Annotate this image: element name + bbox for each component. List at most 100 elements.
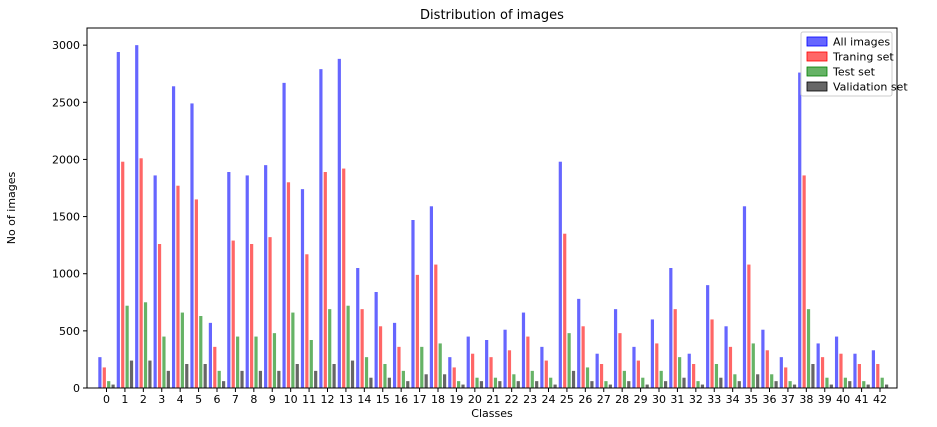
bar-traning-set-class-5: [194, 199, 198, 388]
bar-all-images-class-5: [190, 103, 194, 389]
x-tick-label: 41: [855, 393, 869, 406]
bar-traning-set-class-0: [102, 367, 106, 388]
bar-all-images-class-38: [798, 72, 802, 388]
bar-all-images-class-36: [761, 329, 765, 388]
bar-validation-set-class-19: [461, 384, 465, 388]
legend-swatch: [806, 36, 828, 47]
bar-traning-set-class-27: [599, 364, 604, 388]
bar-all-images-class-24: [540, 346, 544, 388]
bar-traning-set-class-23: [526, 336, 530, 388]
legend-swatch: [806, 81, 828, 92]
x-tick-label: 33: [707, 393, 721, 406]
bar-all-images-class-33: [706, 285, 710, 388]
bar-traning-set-class-19: [452, 367, 456, 388]
x-tick-label: 22: [505, 393, 519, 406]
bar-validation-set-class-27: [608, 384, 612, 388]
bar-test-set-class-30: [659, 370, 663, 388]
x-tick-label: 34: [726, 393, 740, 406]
bar-traning-set-class-11: [305, 254, 309, 388]
legend-swatch: [806, 66, 828, 77]
bar-test-set-class-41: [862, 381, 866, 388]
bar-test-set-class-11: [309, 340, 313, 388]
bar-validation-set-class-13: [350, 360, 355, 388]
bar-test-set-class-18: [438, 343, 442, 388]
bar-traning-set-class-15: [378, 326, 383, 388]
bar-test-set-class-7: [236, 336, 240, 388]
x-tick-label: 24: [542, 393, 556, 406]
legend-label: All images: [833, 36, 890, 49]
bar-validation-set-class-7: [240, 370, 244, 388]
bar-traning-set-class-12: [323, 172, 327, 388]
bar-test-set-class-17: [420, 346, 424, 388]
bar-traning-set-class-3: [157, 244, 162, 388]
bar-test-set-class-15: [383, 364, 387, 388]
bar-validation-set-class-6: [222, 381, 226, 388]
bar-all-images-class-13: [337, 58, 341, 389]
bar-traning-set-class-21: [489, 357, 493, 388]
x-tick-label: 8: [250, 393, 257, 406]
bar-validation-set-class-16: [406, 381, 410, 388]
bar-test-set-class-27: [604, 381, 608, 388]
bar-validation-set-class-4: [185, 364, 189, 388]
bar-all-images-class-19: [448, 357, 452, 388]
bar-traning-set-class-8: [250, 244, 254, 388]
x-tick-label: 2: [140, 393, 147, 406]
legend-label: Traning set: [832, 51, 894, 64]
bar-test-set-class-33: [714, 364, 719, 388]
bar-all-images-class-35: [742, 206, 747, 388]
bar-test-set-class-6: [217, 370, 221, 388]
y-tick-label: 500: [59, 325, 80, 338]
bar-traning-set-class-29: [636, 360, 640, 388]
x-tick-label: 3: [158, 393, 165, 406]
bar-traning-set-class-37: [784, 367, 788, 388]
x-tick-label: 1: [121, 393, 128, 406]
bar-all-images-class-20: [466, 336, 470, 388]
bar-traning-set-class-18: [434, 264, 438, 388]
bar-traning-set-class-25: [563, 233, 567, 388]
bar-test-set-class-4: [180, 312, 184, 388]
bar-validation-set-class-21: [498, 381, 502, 388]
chart-title: Distribution of images: [420, 8, 564, 23]
bar-all-images-class-22: [503, 329, 507, 388]
bar-traning-set-class-7: [231, 240, 235, 388]
bar-validation-set-class-20: [479, 381, 484, 388]
bar-test-set-class-2: [143, 302, 148, 388]
bar-all-images-class-21: [485, 340, 489, 388]
bar-traning-set-class-13: [342, 168, 346, 388]
x-tick-label: 23: [523, 393, 537, 406]
bar-validation-set-class-30: [664, 381, 668, 388]
bar-test-set-class-21: [493, 377, 498, 388]
bar-validation-set-class-32: [700, 384, 705, 388]
x-tick-label: 16: [394, 393, 408, 406]
bar-traning-set-class-30: [655, 343, 659, 388]
bar-traning-set-class-42: [876, 364, 880, 388]
bar-test-set-class-22: [512, 374, 516, 388]
x-tick-label: 35: [744, 393, 758, 406]
x-tick-label: 9: [269, 393, 276, 406]
bar-validation-set-class-41: [866, 384, 870, 388]
bar-traning-set-class-6: [213, 346, 217, 388]
bar-test-set-class-29: [641, 377, 645, 388]
x-tick-label: 19: [449, 393, 463, 406]
bar-validation-set-class-14: [369, 377, 373, 388]
bar-validation-set-class-37: [792, 384, 797, 388]
bar-all-images-class-30: [650, 319, 654, 388]
x-tick-label: 13: [339, 393, 353, 406]
bar-validation-set-class-24: [553, 384, 557, 388]
x-tick-label: 25: [560, 393, 574, 406]
bar-traning-set-class-36: [765, 350, 769, 388]
bar-validation-set-class-17: [424, 374, 428, 388]
legend-box: [800, 31, 893, 97]
bar-all-images-class-32: [687, 353, 691, 388]
bar-test-set-class-26: [585, 367, 590, 388]
bar-test-set-class-42: [880, 377, 884, 388]
legend-label: Test set: [832, 66, 876, 79]
bar-test-set-class-35: [751, 343, 755, 388]
bar-all-images-class-11: [300, 189, 305, 388]
x-tick-label: 4: [177, 393, 184, 406]
y-tick-label: 3000: [52, 39, 80, 52]
bar-validation-set-class-23: [535, 381, 539, 388]
x-tick-label: 28: [615, 393, 629, 406]
bar-all-images-class-2: [135, 45, 139, 388]
